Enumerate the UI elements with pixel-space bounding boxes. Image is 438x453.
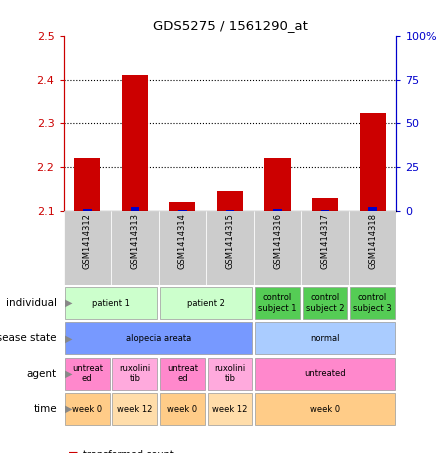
Text: untreated: untreated bbox=[304, 369, 346, 378]
Bar bbox=[160, 287, 252, 319]
Text: week 0: week 0 bbox=[167, 405, 198, 414]
Bar bbox=[111, 211, 159, 285]
Bar bbox=[208, 358, 252, 390]
Text: control
subject 3: control subject 3 bbox=[353, 294, 392, 313]
Bar bbox=[65, 287, 157, 319]
Bar bbox=[65, 393, 110, 425]
Bar bbox=[255, 287, 300, 319]
Bar bbox=[226, 210, 234, 211]
Text: GSM1414318: GSM1414318 bbox=[368, 213, 377, 269]
Text: GSM1414317: GSM1414317 bbox=[321, 213, 329, 269]
Bar bbox=[170, 202, 195, 211]
Bar bbox=[206, 211, 254, 285]
Text: patient 2: patient 2 bbox=[187, 299, 225, 308]
Text: GSM1414313: GSM1414313 bbox=[131, 213, 139, 269]
Text: GSM1414314: GSM1414314 bbox=[178, 213, 187, 269]
Bar bbox=[160, 393, 205, 425]
Bar bbox=[208, 393, 252, 425]
Text: untreat
ed: untreat ed bbox=[72, 364, 103, 383]
Bar bbox=[83, 209, 92, 211]
Text: individual: individual bbox=[6, 298, 57, 308]
Bar bbox=[113, 358, 157, 390]
Text: GSM1414312: GSM1414312 bbox=[83, 213, 92, 269]
Text: ▶: ▶ bbox=[65, 298, 72, 308]
Bar bbox=[273, 209, 282, 211]
Title: GDS5275 / 1561290_at: GDS5275 / 1561290_at bbox=[152, 19, 307, 32]
Bar bbox=[64, 211, 111, 285]
Text: GSM1414316: GSM1414316 bbox=[273, 213, 282, 269]
Bar bbox=[160, 358, 205, 390]
Bar bbox=[255, 358, 395, 390]
Text: ▶: ▶ bbox=[65, 333, 72, 343]
Text: time: time bbox=[33, 404, 57, 414]
Text: untreat
ed: untreat ed bbox=[167, 364, 198, 383]
Text: control
subject 1: control subject 1 bbox=[258, 294, 297, 313]
Text: ▶: ▶ bbox=[65, 404, 72, 414]
Bar bbox=[122, 76, 148, 211]
Text: ruxolini
tib: ruxolini tib bbox=[119, 364, 151, 383]
Text: week 12: week 12 bbox=[117, 405, 152, 414]
Text: patient 1: patient 1 bbox=[92, 299, 130, 308]
Bar bbox=[350, 287, 395, 319]
Bar bbox=[321, 210, 329, 211]
Text: normal: normal bbox=[310, 334, 340, 343]
Text: disease state: disease state bbox=[0, 333, 57, 343]
Text: ■: ■ bbox=[68, 450, 78, 453]
Text: week 0: week 0 bbox=[72, 405, 102, 414]
Text: control
subject 2: control subject 2 bbox=[306, 294, 344, 313]
Text: agent: agent bbox=[27, 369, 57, 379]
Text: GSM1414315: GSM1414315 bbox=[226, 213, 234, 269]
Bar bbox=[255, 323, 395, 354]
Bar bbox=[217, 191, 243, 211]
Text: alopecia areata: alopecia areata bbox=[126, 334, 191, 343]
Bar bbox=[65, 323, 252, 354]
Bar bbox=[65, 358, 110, 390]
Bar bbox=[131, 207, 139, 211]
Bar bbox=[312, 198, 338, 211]
Bar bbox=[159, 211, 206, 285]
Bar bbox=[368, 207, 377, 211]
Bar bbox=[74, 158, 100, 211]
Bar bbox=[265, 158, 290, 211]
Bar bbox=[301, 211, 349, 285]
Bar bbox=[113, 393, 157, 425]
Text: week 0: week 0 bbox=[310, 405, 340, 414]
Bar bbox=[254, 211, 301, 285]
Bar bbox=[178, 210, 187, 211]
Text: ruxolini
tib: ruxolini tib bbox=[214, 364, 246, 383]
Bar bbox=[349, 211, 396, 285]
Bar bbox=[360, 112, 386, 211]
Bar bbox=[303, 287, 347, 319]
Text: week 12: week 12 bbox=[212, 405, 247, 414]
Text: ▶: ▶ bbox=[65, 369, 72, 379]
Bar bbox=[255, 393, 395, 425]
Text: transformed count: transformed count bbox=[83, 450, 174, 453]
